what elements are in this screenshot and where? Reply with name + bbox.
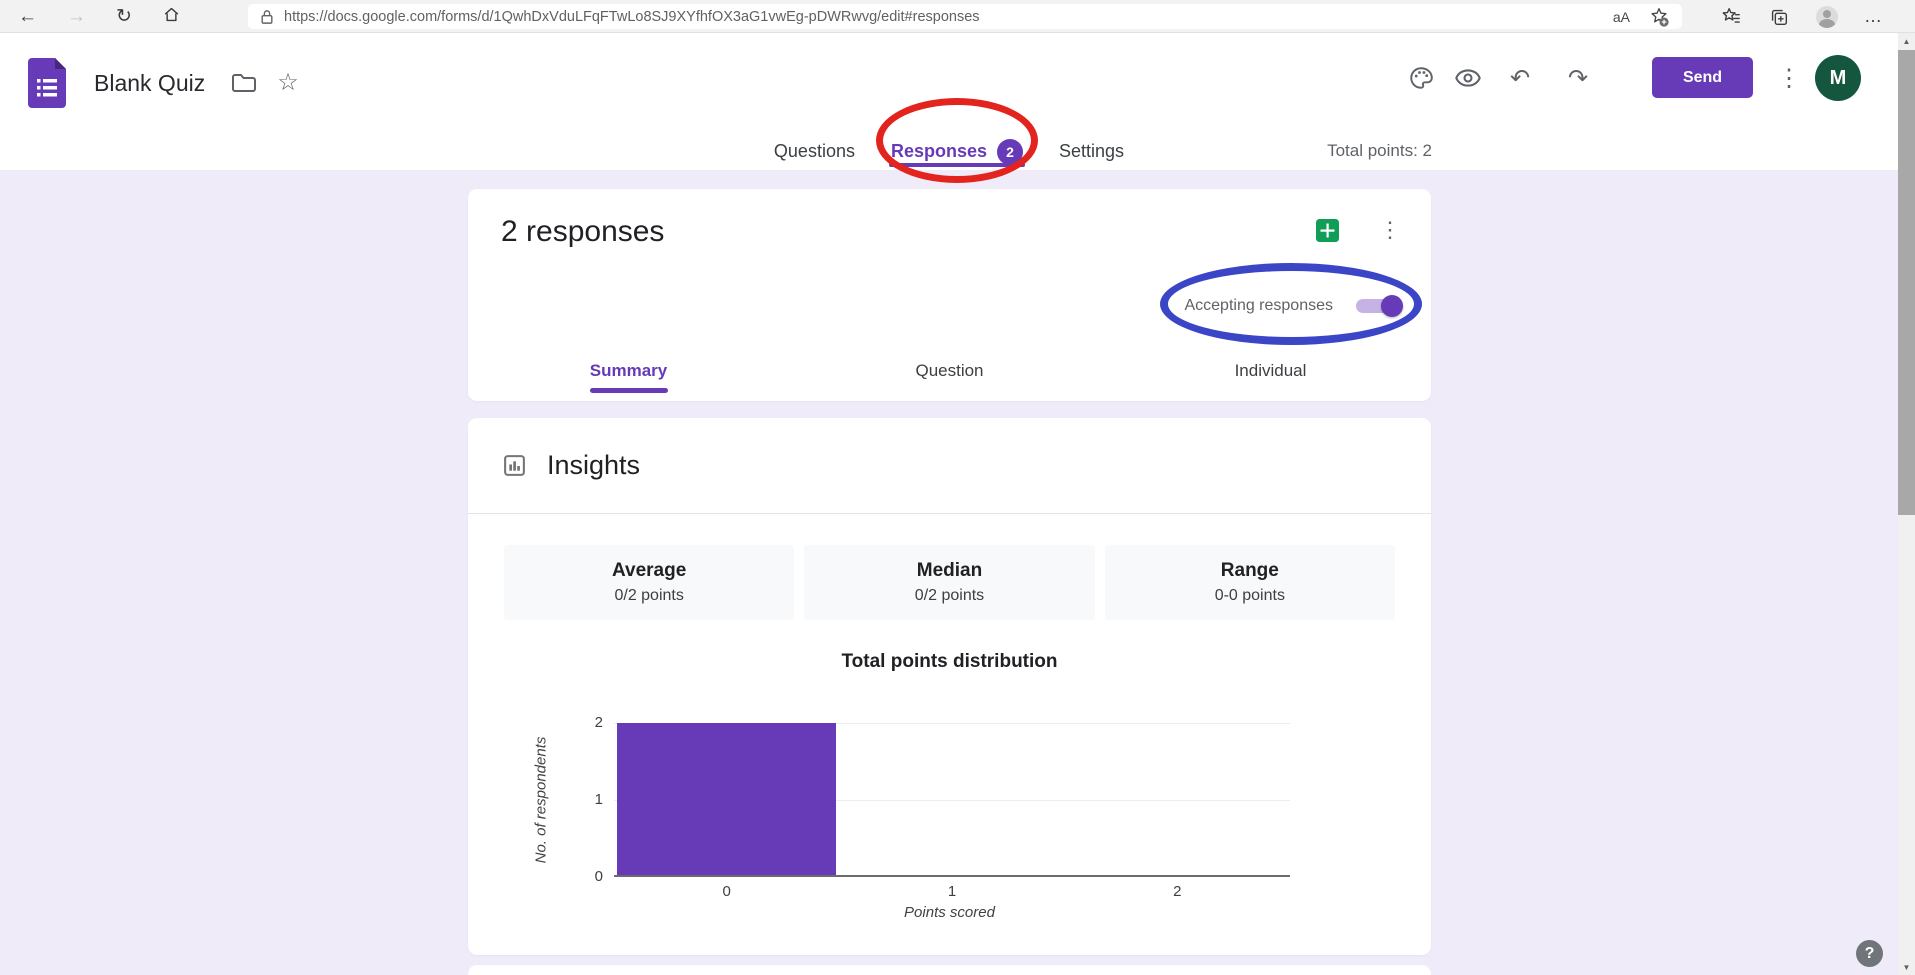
subtab-question-label: Question — [915, 361, 984, 380]
star-form-icon[interactable]: ☆ — [277, 69, 299, 96]
chart-bar — [617, 723, 836, 877]
forms-header: Blank Quiz ☆ ↶ ↷ Send ⋮ M Questions Resp… — [0, 33, 1898, 170]
stat-median-label: Median — [916, 560, 983, 581]
chart-y-axis-label: No. of respondents — [532, 736, 550, 864]
y-tick-label: 2 — [594, 714, 603, 731]
stat-range-label: Range — [1220, 560, 1279, 581]
page-scrollbar[interactable]: ▲ ▼ — [1898, 33, 1915, 975]
x-tick-label: 1 — [947, 883, 957, 900]
address-bar-actions: aA — [1613, 6, 1670, 28]
responses-count-title: 2 responses — [501, 215, 665, 248]
subtab-summary-label: Summary — [589, 361, 668, 380]
stat-range-value: 0-0 points — [1214, 587, 1285, 604]
account-avatar[interactable]: M — [1815, 55, 1861, 101]
scroll-down-icon[interactable]: ▼ — [1902, 962, 1911, 972]
tab-settings[interactable]: Settings — [1057, 133, 1126, 170]
stat-median-value: 0/2 points — [914, 587, 985, 604]
profile-body-shape — [1819, 18, 1835, 28]
favorites-icon[interactable] — [1720, 6, 1742, 28]
preview-eye-icon[interactable] — [1454, 64, 1482, 92]
y-tick-label: 1 — [594, 791, 603, 808]
x-tick-label: 2 — [1173, 883, 1182, 900]
accepting-responses-toggle[interactable] — [1356, 295, 1403, 317]
accepting-responses-row: Accepting responses — [1184, 293, 1403, 319]
tab-settings-label: Settings — [1059, 141, 1125, 161]
chart-title: Total points distribution — [841, 651, 1058, 672]
add-favorite-icon[interactable] — [1648, 6, 1670, 28]
browser-nav: ← → ↻ — [18, 0, 181, 33]
browser-actions: … — [1720, 0, 1883, 33]
subtab-summary[interactable]: Summary — [468, 353, 789, 401]
active-subtab-indicator — [589, 388, 668, 393]
theme-palette-icon[interactable] — [1407, 64, 1435, 92]
redo-icon[interactable]: ↷ — [1567, 64, 1589, 92]
stat-average-label: Average — [612, 560, 687, 581]
scrollbar-thumb[interactable] — [1898, 50, 1915, 515]
tab-responses-label: Responses — [890, 141, 988, 161]
help-button[interactable]: ? — [1856, 940, 1883, 967]
read-aloud-icon[interactable]: aA — [1612, 8, 1630, 25]
stat-average: Average 0/2 points — [504, 545, 795, 620]
response-view-subtabs: Summary Question Individual — [468, 353, 1431, 401]
toggle-knob — [1381, 295, 1403, 317]
chart-plot — [614, 723, 1290, 877]
browser-toolbar: ← → ↻ https://docs.google.com/forms/d/1Q… — [0, 0, 1915, 33]
subtab-individual[interactable]: Individual — [1110, 353, 1431, 401]
stat-range: Range 0-0 points — [1104, 545, 1395, 620]
insights-card: Insights Average 0/2 points Median 0/2 p… — [468, 418, 1431, 955]
responses-kebab-icon[interactable]: ⋮ — [1379, 217, 1401, 242]
home-icon[interactable] — [162, 5, 181, 28]
lock-icon — [260, 9, 274, 25]
insights-title: Insights — [547, 450, 641, 480]
chart-gridline — [614, 800, 1290, 801]
subtab-individual-label: Individual — [1234, 361, 1307, 380]
y-tick-label: 0 — [594, 868, 603, 885]
form-title-group: Blank Quiz ☆ — [28, 57, 299, 109]
forms-logo-icon[interactable] — [28, 58, 66, 108]
subtab-question[interactable]: Question — [789, 353, 1110, 401]
undo-icon[interactable]: ↶ — [1509, 64, 1531, 92]
stat-average-value: 0/2 points — [614, 587, 684, 604]
insights-chart-icon — [502, 453, 527, 478]
tab-responses[interactable]: Responses 2 — [888, 133, 1026, 170]
active-tab-indicator — [888, 163, 1026, 167]
address-bar[interactable]: https://docs.google.com/forms/d/1QwhDxVd… — [248, 4, 1682, 29]
total-points-label: Total points: 2 — [1327, 141, 1432, 160]
stats-row: Average 0/2 points Median 0/2 points Ran… — [504, 545, 1395, 620]
profile-icon[interactable] — [1816, 5, 1838, 28]
x-tick-label: 0 — [722, 883, 731, 900]
send-button[interactable]: Send — [1652, 57, 1753, 98]
chart-yticks: 0 1 2 — [563, 714, 603, 885]
google-forms-page: Blank Quiz ☆ ↶ ↷ Send ⋮ M Questions Resp… — [0, 33, 1898, 975]
refresh-icon[interactable]: ↻ — [116, 6, 132, 27]
back-icon[interactable]: ← — [18, 6, 37, 27]
tab-questions-label: Questions — [773, 141, 855, 161]
responses-count-badge: 2 — [997, 138, 1024, 165]
stat-median: Median 0/2 points — [804, 545, 1095, 620]
next-card-edge — [468, 965, 1431, 975]
main-tabs: Questions Responses 2 Settings — [0, 133, 1898, 170]
url-text[interactable]: https://docs.google.com/forms/d/1QwhDxVd… — [284, 8, 980, 25]
move-to-folder-icon[interactable] — [231, 72, 257, 94]
chart-xticks: 0 1 2 — [614, 883, 1290, 903]
browser-menu-icon[interactable]: … — [1864, 6, 1883, 26]
forward-icon[interactable]: → — [67, 6, 86, 27]
accepting-responses-label: Accepting responses — [1184, 297, 1333, 314]
header-kebab-icon[interactable]: ⋮ — [1777, 64, 1801, 92]
scroll-up-icon[interactable]: ▲ — [1902, 36, 1911, 46]
tab-questions[interactable]: Questions — [772, 133, 857, 170]
responses-card: 2 responses ⋮ Accepting responses Summar… — [468, 189, 1431, 401]
profile-head-shape — [1823, 9, 1831, 18]
chart-x-axis-label: Points scored — [904, 904, 995, 921]
insights-header: Insights — [468, 418, 1431, 514]
form-title[interactable]: Blank Quiz — [94, 69, 206, 96]
chart-gridline — [614, 723, 1290, 724]
chart-baseline — [614, 875, 1290, 877]
link-to-sheets-icon[interactable] — [1314, 217, 1340, 243]
collections-icon[interactable] — [1768, 6, 1790, 28]
